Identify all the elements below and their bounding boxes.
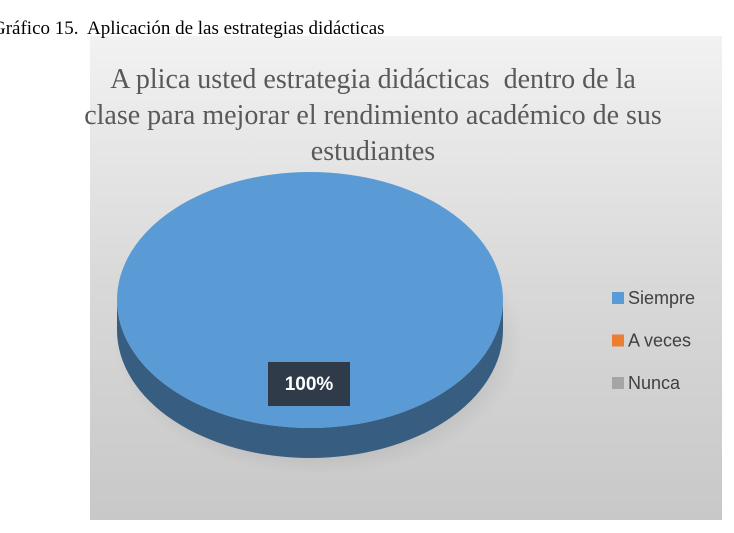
data-label: 100% [285,374,334,395]
legend-label: Siempre [628,288,695,308]
legend-swatch [612,292,624,304]
pie-slice [117,172,503,428]
legend-swatch [612,334,624,347]
chart-title: A plica usted estrategia didácticas dent… [84,64,669,167]
pie-side [117,300,503,458]
data-label-box [268,362,350,406]
caption: Gráfico 15. Aplicación de las estrategia… [0,18,385,39]
legend-label: A veces [628,330,691,350]
legend-swatch [612,377,624,389]
legend-label: Nunca [628,373,681,393]
